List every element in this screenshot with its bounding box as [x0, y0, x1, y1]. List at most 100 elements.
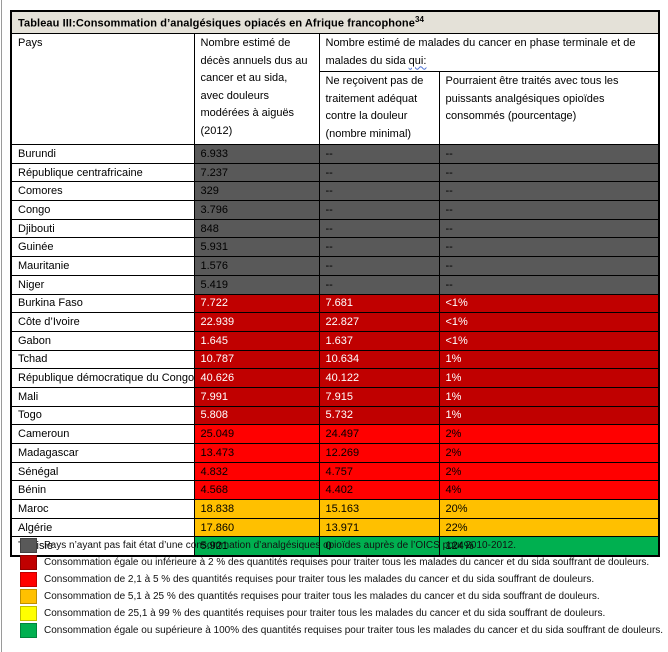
cell-pct: 2% [438, 424, 660, 444]
cell-pct: -- [438, 162, 660, 183]
legend-label: Consommation de 5,1 à 25 % des quantités… [44, 591, 600, 602]
footnote-ref: 34 [414, 15, 425, 25]
table-title-text: Tableau III:Consommation d’analgésiques … [18, 17, 415, 30]
table-body: Burundi 6.933 -- -- République centrafricain… [10, 144, 660, 557]
table-row-gray: Burundi 6.933 -- -- [10, 144, 660, 164]
cell-deces: 329 [193, 181, 320, 202]
cell-deces: 22.939 [193, 312, 320, 332]
cell-deces: 10.787 [193, 349, 320, 370]
legend-label: Pays n’ayant pas fait état d’une consomm… [44, 540, 516, 551]
cell-nontraites: 22.827 [318, 312, 440, 332]
cell-pct: <1% [438, 330, 660, 351]
cell-pays: Burundi [10, 144, 195, 164]
cell-deces: 1.645 [193, 330, 320, 351]
cell-deces: 5.921 [193, 536, 320, 557]
cell-pays: Sénégal [10, 461, 195, 482]
legend-label: Consommation égale ou inférieure à 2 % d… [44, 557, 650, 568]
table-row-red: Cameroun 25.049 24.497 2% [10, 424, 660, 444]
cell-pct: 1% [438, 386, 660, 407]
legend-color-swatch [20, 572, 37, 587]
cell-pct: -- [438, 218, 660, 239]
table-row-orange: Maroc 18.838 15.163 20% [10, 499, 660, 519]
header-row-top: Pays Nombre estimé de décès annuels dus … [10, 33, 660, 145]
legend-item: Pays n’ayant pas fait état d’une consomm… [20, 537, 660, 554]
cell-nontraites: -- [318, 144, 440, 164]
cell-deces: 25.049 [193, 424, 320, 444]
table-row-darkred: Togo 5.808 5.732 1% [10, 405, 660, 426]
cell-pays: Algérie [10, 517, 195, 538]
opioid-consumption-table: Tableau III:Consommation d’analgésiques … [10, 10, 660, 558]
cell-pays: Congo [10, 200, 195, 220]
legend-item: Consommation égale ou supérieure à 100% … [20, 622, 664, 639]
cell-pct: 1% [438, 349, 660, 370]
cell-nontraites: 4.402 [318, 480, 440, 501]
cell-deces: 17.860 [193, 517, 320, 538]
cell-nontraites: 40.122 [318, 368, 440, 388]
table-row-darkred: République démocratique du Congo 40.626 40… [10, 368, 660, 388]
cell-nontraites: 13.971 [318, 517, 440, 538]
cell-pays: Togo [10, 405, 195, 426]
cell-pays: Tunisie [10, 536, 195, 557]
cell-nontraites: 7.915 [318, 386, 440, 407]
cell-deces: 13.473 [193, 443, 320, 463]
cell-deces: 1.576 [193, 256, 320, 276]
spellchecked-word: qui: [408, 54, 427, 67]
table-row-darkred: Mali 7.991 7.915 1% [10, 386, 660, 407]
cell-deces: 18.838 [193, 499, 320, 519]
table-row-gray: Comores 329 -- -- [10, 181, 660, 202]
cell-pays: Bénin [10, 480, 195, 501]
cell-pct: <1% [438, 293, 660, 314]
cell-pct: -- [438, 144, 660, 164]
cell-pays: Côte d’Ivoire [10, 312, 195, 332]
table-row-orange: Algérie 17.860 13.971 22% [10, 517, 660, 538]
legend-color-swatch [20, 538, 37, 553]
col-header-treatable: Pourraient être traités avec tous les pu… [438, 71, 660, 145]
col-header-untreated: Ne reçoivent pas de traitement adéquat c… [318, 71, 440, 145]
cell-pct: -- [438, 181, 660, 202]
cell-deces: 7.722 [193, 293, 320, 314]
cell-pct: 2% [438, 461, 660, 482]
cell-nontraites: 5.732 [318, 405, 440, 426]
table-row-gray: Djibouti 848 -- -- [10, 218, 660, 239]
table-row-darkred: Burkina Faso 7.722 7.681 <1% [10, 293, 660, 314]
cell-pays: Cameroun [10, 424, 195, 444]
cell-pays: Madagascar [10, 443, 195, 463]
cell-nontraites: -- [318, 237, 440, 258]
legend-color-swatch [20, 623, 37, 638]
table-row-gray: Guinée 5.931 -- -- [10, 237, 660, 258]
cell-pct: <1% [438, 312, 660, 332]
table-row-red: Madagascar 13.473 12.269 2% [10, 443, 660, 463]
cell-pays: Comores [10, 181, 195, 202]
cell-pct: 22% [438, 517, 660, 538]
legend-item: Consommation égale ou inférieure à 2 % d… [20, 554, 660, 571]
legend-item: Consommation de 5,1 à 25 % des quantités… [20, 588, 660, 605]
cell-nontraites: -- [318, 256, 440, 276]
cell-deces: 5.419 [193, 274, 320, 295]
cell-deces: 4.568 [193, 480, 320, 501]
cell-nontraites: -- [318, 200, 440, 220]
cell-pays: Guinée [10, 237, 195, 258]
table-row-gray: République centrafricaine 7.237 -- -- [10, 162, 660, 183]
cell-pays: Tchad [10, 349, 195, 370]
cell-pct: -- [438, 256, 660, 276]
cell-nontraites: -- [318, 162, 440, 183]
table-row-darkred: Tchad 10.787 10.634 1% [10, 349, 660, 370]
legend-label: Consommation de 25,1 à 99 % des quantité… [44, 608, 606, 619]
table-row-gray: Niger 5.419 -- -- [10, 274, 660, 295]
legend-label: Consommation de 2,1 à 5 % des quantités … [44, 574, 595, 585]
cell-pct: 20% [438, 499, 660, 519]
cell-pays: Djibouti [10, 218, 195, 239]
header-row-sub: Ne reçoivent pas de traitement adéquat c… [11, 71, 660, 145]
cell-pct: 2% [438, 443, 660, 463]
legend-item: Consommation de 25,1 à 99 % des quantité… [20, 605, 660, 622]
cell-nontraites: -- [318, 274, 440, 295]
cell-pct: 1% [438, 368, 660, 388]
legend-label: Consommation égale ou supérieure à 100% … [44, 625, 664, 636]
cell-pays: République centrafricaine [10, 162, 195, 183]
table-title: Tableau III:Consommation d’analgésiques … [10, 10, 660, 34]
cell-deces: 3.796 [193, 200, 320, 220]
cell-pct: -- [438, 274, 660, 295]
cell-nontraites: 4.757 [318, 461, 440, 482]
legend-item: Consommation de 2,1 à 5 % des quantités … [20, 571, 660, 588]
